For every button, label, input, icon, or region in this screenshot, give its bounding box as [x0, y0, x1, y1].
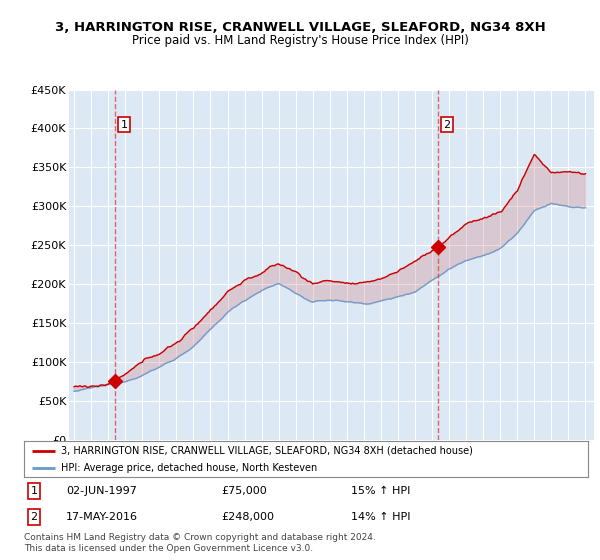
Text: £75,000: £75,000 [221, 486, 267, 496]
Text: 1: 1 [31, 486, 38, 496]
Text: HPI: Average price, detached house, North Kesteven: HPI: Average price, detached house, Nort… [61, 463, 317, 473]
Text: 3, HARRINGTON RISE, CRANWELL VILLAGE, SLEAFORD, NG34 8XH: 3, HARRINGTON RISE, CRANWELL VILLAGE, SL… [55, 21, 545, 34]
Text: 15% ↑ HPI: 15% ↑ HPI [351, 486, 410, 496]
Text: £248,000: £248,000 [221, 512, 274, 522]
Text: This data is licensed under the Open Government Licence v3.0.: This data is licensed under the Open Gov… [24, 544, 313, 553]
Text: 2: 2 [443, 120, 451, 129]
Text: Contains HM Land Registry data © Crown copyright and database right 2024.: Contains HM Land Registry data © Crown c… [24, 533, 376, 542]
Text: 14% ↑ HPI: 14% ↑ HPI [351, 512, 410, 522]
Text: 3, HARRINGTON RISE, CRANWELL VILLAGE, SLEAFORD, NG34 8XH (detached house): 3, HARRINGTON RISE, CRANWELL VILLAGE, SL… [61, 446, 473, 456]
Text: Price paid vs. HM Land Registry's House Price Index (HPI): Price paid vs. HM Land Registry's House … [131, 34, 469, 46]
Text: 17-MAY-2016: 17-MAY-2016 [66, 512, 139, 522]
Text: 1: 1 [121, 120, 127, 129]
Text: 2: 2 [31, 512, 38, 522]
Text: 02-JUN-1997: 02-JUN-1997 [66, 486, 137, 496]
